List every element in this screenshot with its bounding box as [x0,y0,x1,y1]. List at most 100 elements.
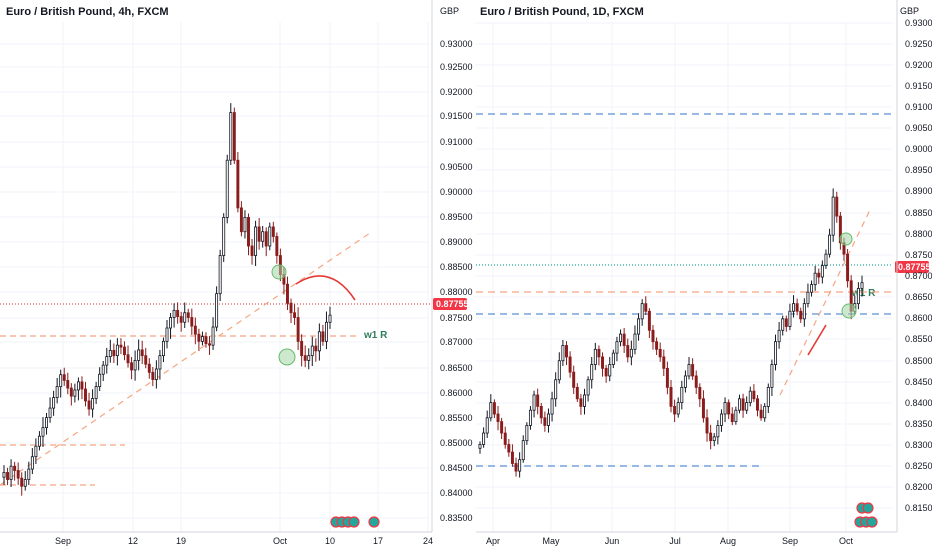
chart-left-candle-body [268,226,272,247]
chart-left-candle-body [271,226,275,237]
chart-right-candle-body [593,348,597,365]
chart-right-candle-body [756,398,759,411]
chart-left-x-tick: Sep [55,536,71,546]
chart-left-candle-body [215,293,219,328]
chart-left-candle-body [91,398,95,410]
chart-right-candle-body [828,234,832,255]
chart-right-y-tick: 0.91000 [905,102,932,112]
event-icon [866,516,878,528]
chart-right-y-tick: 0.92000 [905,60,932,70]
chart-left-candle-body [115,344,119,357]
chart-left-candle-body [165,327,169,342]
chart-left-candle-body [16,470,20,479]
chart-left-y-tick: 0.91000 [440,137,473,147]
chart-right-y-tick: 0.87000 [905,271,932,281]
chart-right-x-tick: Aug [720,536,736,546]
chart-right-candle-body [824,253,828,266]
chart-right-candle-body [590,364,594,381]
chart-right-candle-body [673,406,677,415]
chart-right-candle-body [557,360,561,381]
chart-left-candle-body [130,362,134,371]
chart-right-candle-body [748,390,752,403]
chart-left-candle-body [94,386,98,399]
chart-left-candle-body [45,417,48,429]
chart-right-highlight-circle [841,303,857,319]
chart-left-candle-body [84,388,87,402]
chart-right-candle-body [550,398,554,415]
chart-right-candle-body [503,432,507,445]
chart-left-y-tick: 0.92500 [440,62,473,72]
chart-right-candle-body [694,375,698,388]
chart-left-candle-body [98,373,102,388]
chart-right-y-tick: 0.90000 [905,144,932,154]
chart-left-highlight-circle [271,264,287,280]
chart-left-candle-body [307,355,311,361]
chart-left-candle-body [76,381,80,391]
chart-right-y-tick: 0.84000 [905,398,932,408]
chart-right-candle-body [730,413,734,423]
chart-left-y-tick: 0.85000 [440,438,473,448]
chart-left-candle-body [41,427,45,437]
chart-left-candle-body [144,355,148,365]
chart-left-candle-body [62,374,66,381]
chart-left-candle-body [289,302,293,314]
chart-right-candle-body [604,367,608,377]
chart-right-candle-body [626,345,630,358]
chart-right-x-tick: Jun [605,536,620,546]
chart-left-candle-body [126,354,130,364]
chart-left-candle-body [9,465,13,480]
chart-left-candle-body [27,468,31,480]
chart-right-candle-body [532,394,536,411]
chart-right-candle-body [633,333,637,350]
chart-left-x-tick: 19 [176,536,186,546]
chart-right-title: Euro / British Pound, 1D, FXCM [480,6,644,18]
chart-left-highlight-circle [278,348,296,366]
chart-left-candle-body [211,326,215,346]
chart-right-candle-body [622,333,626,346]
chart-left-candle-body [172,309,176,318]
chart-right-candle-body [528,409,532,426]
chart-right-candle-body [813,272,817,286]
chart-right-candle-body [810,284,814,293]
chart-right-y-tick: 0.93000 [905,18,932,28]
chart-right-candle-body [781,318,785,331]
chart-left-candle-body [137,349,141,361]
chart-left-candle-body [161,340,165,357]
chart-left-candle-body [48,407,52,419]
chart-left-candle-body [13,465,17,471]
chart-right-candle-body [525,425,529,442]
chart-left-y-tick: 0.85500 [440,413,473,423]
chart-right-candle-body [611,352,615,365]
chart-left-candle-body [317,331,321,352]
chart-right-candle-body [482,432,486,445]
chart-right-y-tick: 0.86500 [905,292,932,302]
chart-right-candle-body [619,333,623,343]
chart-right-y-tick: 0.83500 [905,419,932,429]
chart-right-candle-body [723,402,727,415]
chart-right-candle-body [658,348,662,358]
chart-right-candle-body [687,364,691,377]
chart-right-candle-body [669,386,673,407]
chart-right-candle-body [759,409,763,419]
chart-left-candle-body [204,336,208,345]
chart-left-candle-body [37,435,41,447]
chart-right-candle-body [846,253,850,282]
chart-right-x-tick: Jul [669,536,681,546]
chart-left-candle-body [286,283,289,304]
chart-left-title: Euro / British Pound, 4h, FXCM [6,6,169,18]
chart-left-x-tick: 17 [373,536,383,546]
chart-left-candle-body [208,343,211,346]
chart-right-y-tick: 0.89000 [905,186,932,196]
chart-right-candle-body [565,345,568,358]
chart-right-candle-body [770,364,774,388]
chart-right-candle-body [788,310,792,327]
chart-left-y-tick: 0.92000 [440,87,473,97]
chart-left-x-tick: 10 [325,536,335,546]
chart-right-candle-body [485,417,489,434]
chart-left-y-tick: 0.84500 [440,463,473,473]
chart-right-candle-body [575,386,579,400]
chart-left-candle-body [20,477,24,487]
chart-right-candle-body [644,303,648,312]
